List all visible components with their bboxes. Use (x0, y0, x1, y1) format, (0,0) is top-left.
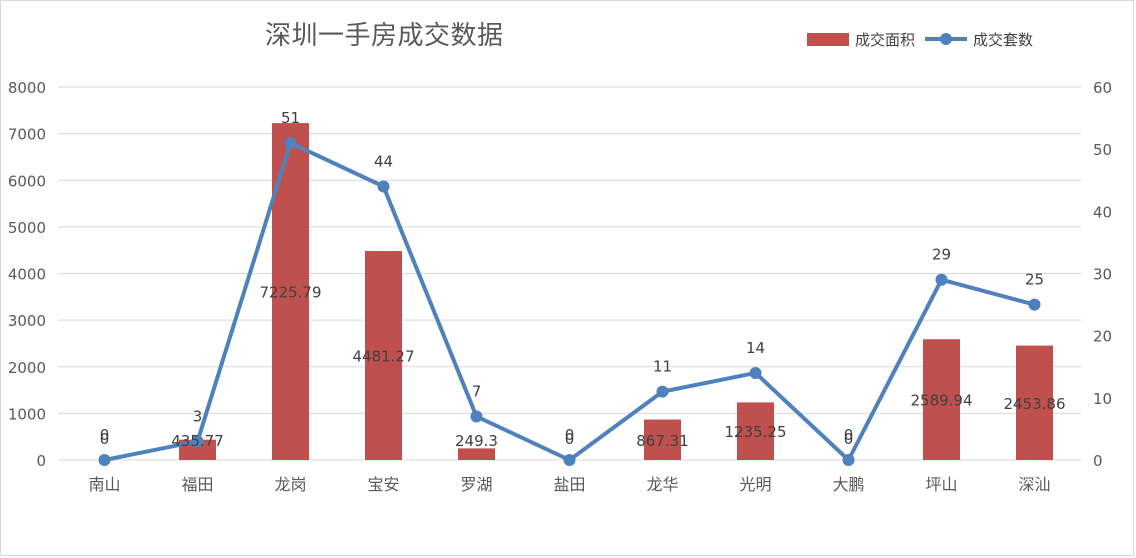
chart-title: 深圳一手房成交数据 (265, 21, 504, 51)
x-tick-label: 坪山 (925, 475, 957, 494)
line-data-label: 7 (472, 382, 482, 400)
x-tick-label: 南山 (88, 475, 120, 494)
bar-data-label: 2589.94 (910, 392, 972, 410)
line-data-label: 51 (281, 109, 300, 127)
line-point (1028, 298, 1041, 311)
x-tick-label: 盐田 (553, 475, 585, 494)
y-left-tick-label: 5000 (8, 219, 46, 237)
legend-bar-swatch (807, 32, 849, 46)
x-tick-label: 龙华 (646, 475, 678, 494)
line-point (191, 435, 204, 448)
y-right-tick-label: 0 (1093, 452, 1103, 470)
x-tick-label: 深汕 (1018, 475, 1050, 494)
bar-data-label: 7225.79 (259, 284, 321, 302)
y-left-tick-label: 3000 (8, 312, 46, 330)
line-point (377, 180, 390, 193)
line-point (749, 366, 762, 379)
line-data-label: 3 (193, 407, 203, 425)
y-left-tick-label: 6000 (8, 172, 46, 190)
line-point (284, 136, 297, 149)
count-line (104, 140, 1036, 462)
bar (1016, 345, 1053, 460)
bar-data-label: 1235.25 (724, 423, 786, 441)
x-tick-label: 大鹏 (832, 475, 864, 494)
line-data-label: 0 (844, 426, 854, 444)
x-tick-label: 宝安 (367, 475, 399, 494)
line-data-label: 0 (100, 426, 110, 444)
x-tick-label: 光明 (739, 475, 771, 494)
legend-label-area: 成交面积 (855, 30, 916, 49)
line-point (656, 385, 669, 398)
y-left-tick-label: 2000 (8, 359, 46, 377)
line-data-label: 14 (746, 339, 765, 357)
line-data-label: 0 (565, 426, 575, 444)
line-point (935, 273, 948, 286)
bar-data-label: 249.3 (455, 432, 498, 450)
y-left-tick-label: 1000 (8, 405, 46, 423)
line-point (98, 454, 111, 466)
x-tick-label: 福田 (181, 475, 213, 494)
y-right-tick-label: 50 (1093, 141, 1112, 159)
y-left-tick-label: 7000 (8, 126, 46, 144)
y-right-tick-label: 10 (1093, 390, 1112, 408)
legend: 成交面积 成交套数 (807, 28, 1033, 50)
line-point (563, 454, 576, 466)
y-left-tick-label: 8000 (8, 79, 46, 97)
bar-data-label: 0 (565, 430, 575, 448)
bar-data-label: 867.31 (636, 432, 689, 450)
y-right-tick-label: 60 (1093, 79, 1112, 97)
bar-data-label: 4481.27 (352, 348, 414, 366)
line-data-label: 11 (653, 358, 672, 376)
bar (737, 402, 774, 460)
legend-label-count: 成交套数 (973, 30, 1034, 49)
bar (365, 251, 402, 460)
x-tick-label: 龙岗 (274, 475, 306, 494)
line-data-label: 44 (374, 152, 393, 170)
x-tick-label: 罗湖 (460, 475, 492, 494)
y-left-tick-label: 0 (36, 452, 46, 470)
legend-line-swatch (925, 28, 968, 50)
line-point (842, 454, 855, 466)
y-left-tick-label: 4000 (8, 266, 46, 284)
bar (923, 339, 960, 460)
line-point (470, 410, 483, 423)
bar-data-label: 0 (100, 430, 110, 448)
y-right-tick-label: 20 (1093, 328, 1112, 346)
y-right-tick-label: 40 (1093, 203, 1112, 221)
bar-data-label: 0 (844, 430, 854, 448)
bar (458, 448, 495, 460)
bar-data-label: 2453.86 (1003, 395, 1065, 413)
line-data-label: 25 (1025, 271, 1044, 289)
line-data-label: 29 (932, 246, 951, 264)
bar-data-label: 435.77 (171, 432, 224, 450)
y-right-tick-label: 30 (1093, 266, 1112, 284)
bar (644, 419, 681, 460)
